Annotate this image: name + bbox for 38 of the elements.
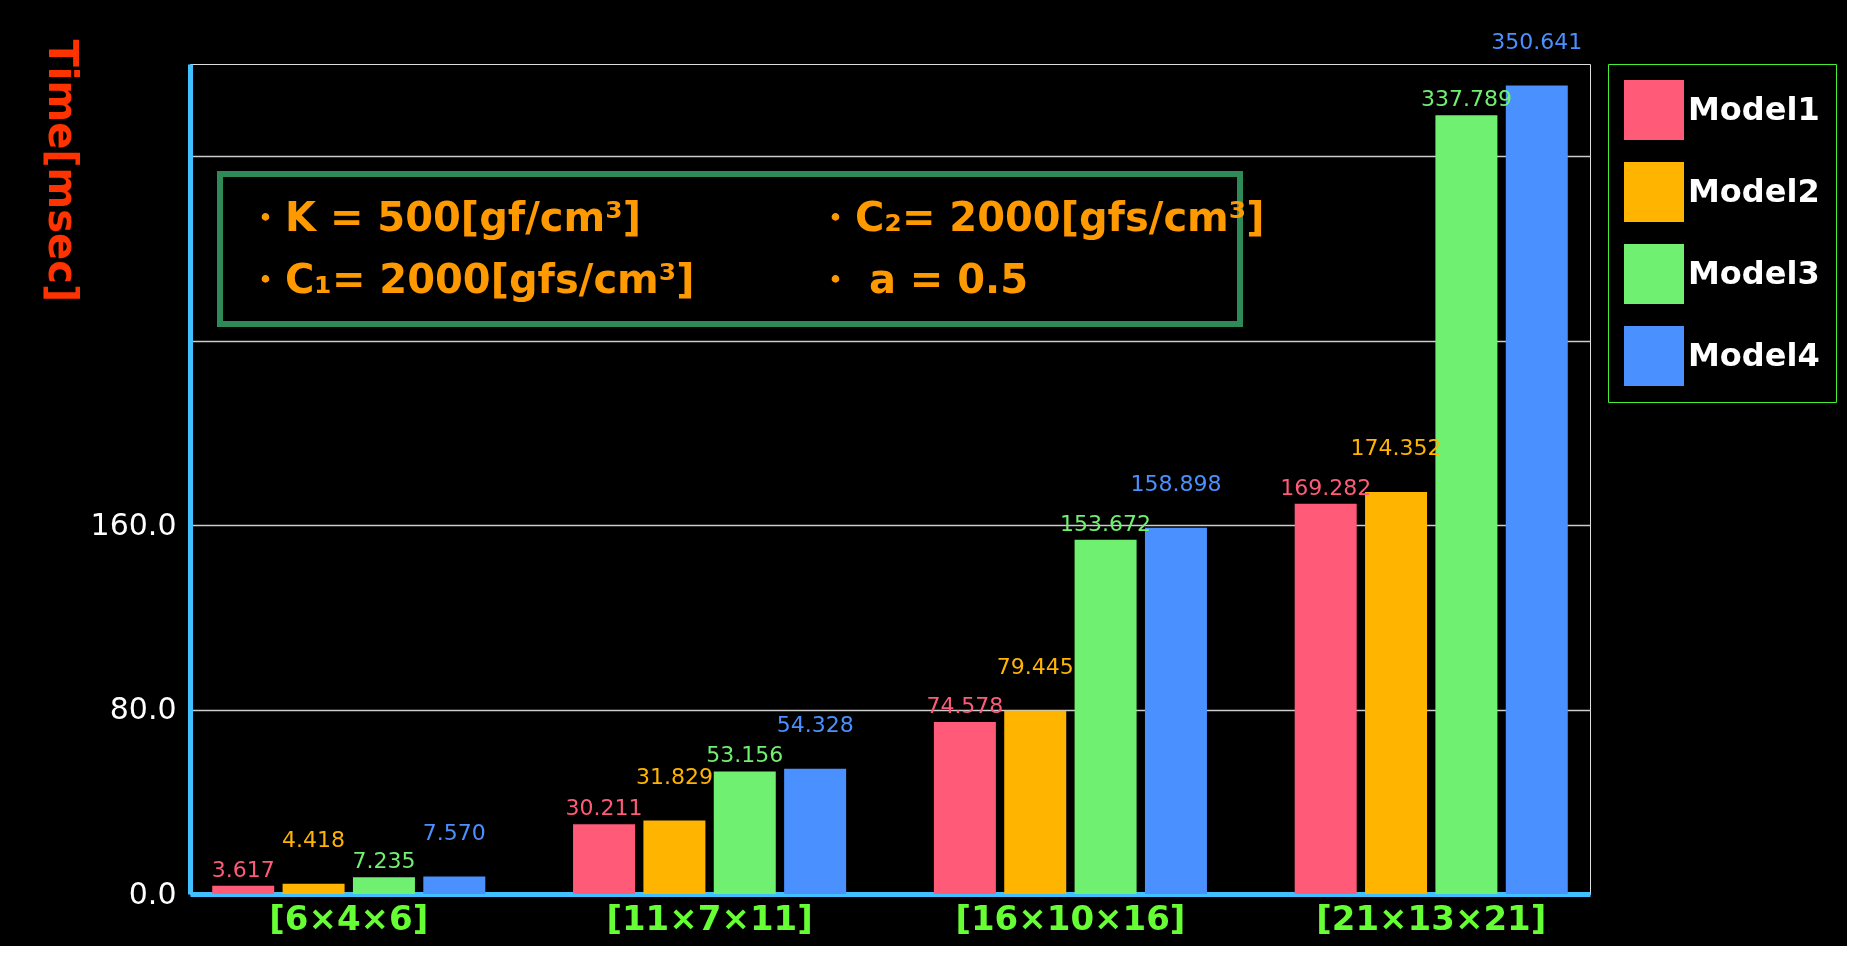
- legend-label: Model3: [1688, 254, 1820, 292]
- annotation: ・C₁= 2000[gfs/cm³]: [245, 256, 695, 302]
- bar: [1004, 710, 1067, 894]
- data-label: 79.445: [996, 653, 1074, 679]
- annotation: ・ a = 0.5: [815, 256, 1029, 302]
- y-axis-title: Time[msec]: [39, 39, 86, 303]
- bar: [713, 771, 776, 894]
- data-label: 7.570: [422, 819, 486, 845]
- y-tick-label: 0.0: [128, 875, 177, 911]
- bar: [1074, 539, 1137, 894]
- legend-label: Model1: [1688, 90, 1820, 128]
- annotation: ・K = 500[gf/cm³]: [245, 194, 641, 240]
- bar: [784, 768, 847, 894]
- x-tick-label: [21×13×21]: [1316, 897, 1547, 938]
- bar: [212, 885, 275, 894]
- bar: [282, 883, 345, 894]
- data-label: 169.282: [1280, 474, 1372, 500]
- x-tick-label: [16×10×16]: [955, 897, 1186, 938]
- data-label: 54.328: [776, 711, 854, 737]
- data-label: 30.211: [565, 795, 643, 821]
- bar: [573, 824, 636, 894]
- legend-label: Model4: [1688, 336, 1820, 374]
- data-label: 7.235: [352, 848, 416, 874]
- x-tick-label: [6×4×6]: [269, 897, 429, 938]
- bar: [643, 820, 706, 894]
- bar: [352, 877, 415, 894]
- data-label: 350.641: [1491, 28, 1583, 54]
- bar: [423, 876, 486, 894]
- annotation: ・C₂= 2000[gfs/cm³]: [815, 194, 1265, 240]
- y-tick-label: 160.0: [90, 506, 177, 542]
- x-tick-label: [11×7×11]: [606, 897, 813, 938]
- y-tick-label: 80.0: [109, 691, 177, 727]
- data-label: 4.418: [282, 826, 346, 852]
- data-label: 3.617: [211, 856, 275, 882]
- bar: [933, 722, 996, 894]
- bar: [1294, 503, 1357, 894]
- legend-label: Model2: [1688, 172, 1820, 210]
- data-label: 158.898: [1130, 470, 1222, 496]
